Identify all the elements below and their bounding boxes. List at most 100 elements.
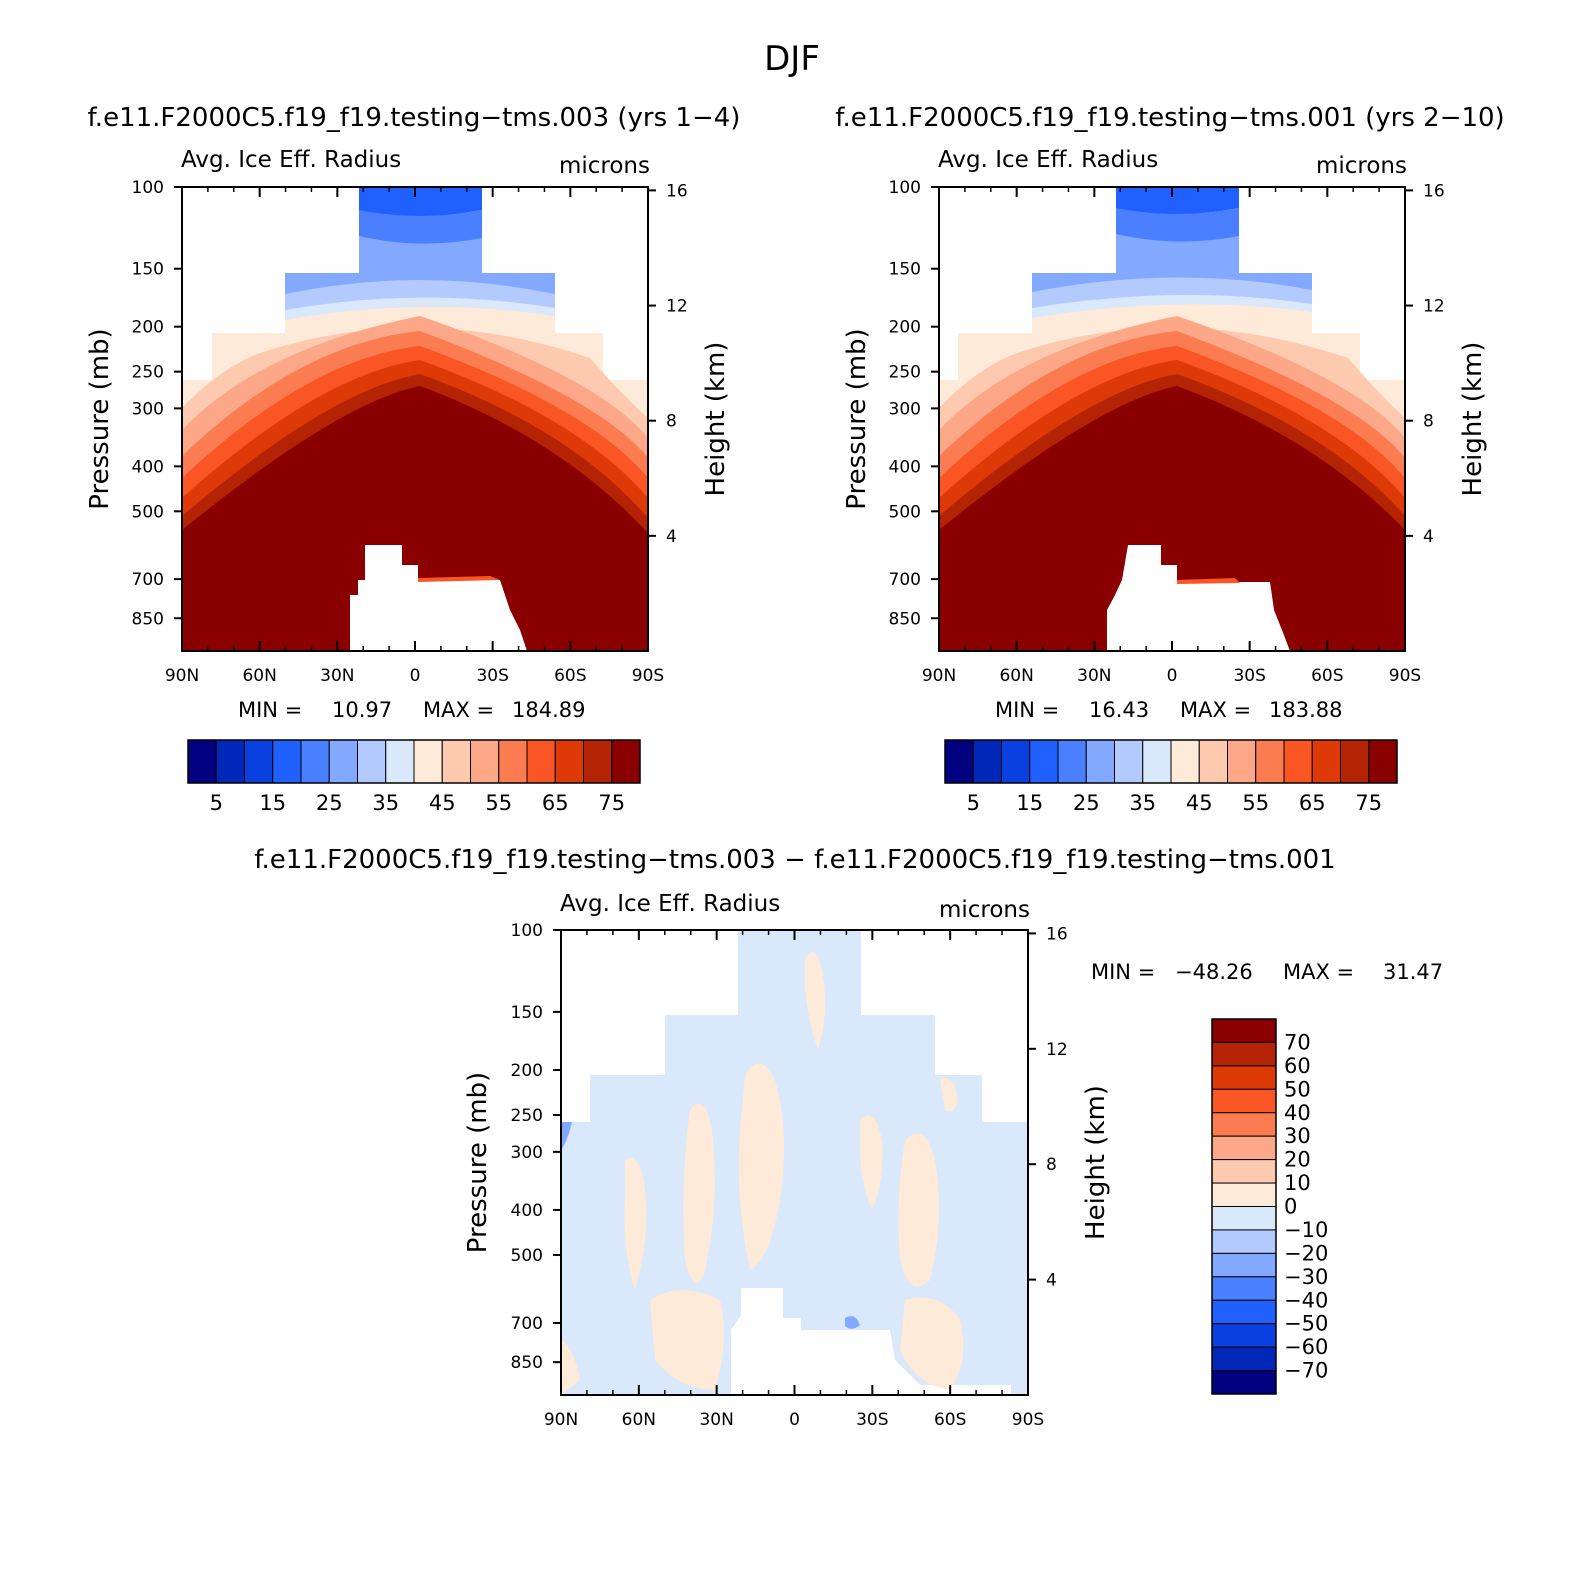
panel-1-colorbar-label: 55 (485, 791, 512, 815)
panel-2-xtick-label: 60N (999, 666, 1033, 686)
panel-3-colorbar-box (1211, 1252, 1277, 1278)
panel-1-xtick-label: 60N (242, 666, 276, 686)
panel-1-colorbar-box (554, 739, 584, 784)
panel-3-colorbar-box (1211, 1041, 1277, 1067)
panel-2-max-value: 183.88 (1269, 698, 1342, 722)
panel-1-colorbar-box (272, 739, 302, 784)
panel-1-y2label: Height (km) (701, 342, 731, 497)
panel-2-xtick-label: 30N (1077, 666, 1111, 686)
panel-3-colorbar-label: −50 (1284, 1312, 1328, 1336)
panel-3-ytick-label: 700 (511, 1314, 543, 1334)
panel-1-colorbar-box (583, 739, 613, 784)
panel-3-colorbar-box (1211, 1323, 1277, 1348)
panel-1-colorbar-box (526, 739, 556, 784)
panel-2-y2tick-label: 12 (1423, 297, 1445, 317)
panel-2-cloud-level-5 (1032, 294, 1312, 320)
panel-2-ytick-label: 100 (889, 178, 921, 198)
panel-1-cloud-level-13 (182, 386, 648, 651)
panel-3-y2tick-label: 4 (1046, 1271, 1057, 1291)
panel-1-cloud-level-3 (285, 236, 555, 296)
panel-3-positive-region-9 (940, 1077, 958, 1112)
panel-3-colorbar-box (1211, 1112, 1277, 1137)
panel-1-colorbar-label: 45 (429, 791, 456, 815)
panel-3-colorbar-box (1211, 1346, 1277, 1372)
panel-3-colorbar-label: −10 (1284, 1218, 1328, 1242)
panel-3-y2label: Height (km) (1081, 1085, 1111, 1240)
panel-2-missing-mask (1107, 545, 1290, 651)
panel-1-xtick-label: 30N (320, 666, 354, 686)
panel-2-cloud-level-12 (939, 374, 1405, 532)
panel-2-cloud-level-8 (939, 316, 1405, 460)
panel-2-ytick-label: 400 (889, 457, 921, 477)
panel-1-ytick-label: 850 (132, 609, 164, 629)
panel-1-colorbar-label: 35 (372, 791, 399, 815)
panel-3-positive-region-8 (900, 1297, 964, 1390)
panel-3-colorbar-label: 0 (1284, 1195, 1297, 1219)
panel-2-xtick-label: 30S (1233, 666, 1265, 686)
panel-2-colorbar-box (1029, 739, 1059, 784)
panel-3-colorbar-box (1211, 1276, 1277, 1301)
panel-1-ytick-label: 500 (132, 502, 164, 522)
panel-2-ytick-label: 200 (889, 318, 921, 338)
panel-2-ytick-label: 250 (889, 363, 921, 383)
panel-1-y2tick-label: 8 (666, 412, 677, 432)
panel-1-cloud-level-9 (182, 331, 648, 480)
panel-3-y2tick-label: 8 (1046, 1155, 1057, 1175)
panel-1-xtick-label: 30S (476, 666, 508, 686)
panel-3-positive-region-2 (805, 952, 826, 1050)
panel-3-colorbar-box (1211, 1206, 1277, 1231)
panel-3-y2tick-label: 16 (1046, 924, 1068, 944)
panel-3-colorbar-box (1211, 1018, 1277, 1043)
panel-1-right-label: microns (559, 153, 650, 179)
panel-3-colorbar-box (1211, 1135, 1277, 1161)
panel-2-colorbar-label: 45 (1186, 791, 1213, 815)
panel-2-cloud-level-3 (1032, 234, 1312, 294)
panel-1-colorbar-box (611, 739, 641, 784)
panel-1-y2tick-label: 4 (666, 527, 677, 547)
panel-1-colorbar-label: 75 (598, 791, 625, 815)
panel-3-min-value: −48.26 (1175, 960, 1253, 984)
panel-2-cloud-level-7 (939, 318, 1405, 440)
panel-2-colorbar-box (1227, 739, 1257, 784)
panel-1-colorbar-box (413, 739, 443, 784)
panel-3-positive-region-6 (860, 1115, 883, 1210)
panel-1-xtick-label: 0 (410, 666, 421, 686)
panel-1-left-label: Avg. Ice Eff. Radius (181, 147, 401, 173)
panel-3-colorbar-label: 40 (1284, 1101, 1311, 1125)
panel-2-axes: 100 150 200 250 300 400 500 700 850 16 12 8 4 90N 60N 3… (842, 178, 1488, 686)
panel-2-xtick-label: 90N (922, 666, 956, 686)
panel-3-colorbar-label: 70 (1284, 1030, 1311, 1054)
panel-1-ytick-label: 700 (132, 570, 164, 590)
panel-2-y2tick-label: 8 (1423, 412, 1434, 432)
panel-3: Avg. Ice Eff. Radius microns 10015020025… (463, 891, 1443, 1430)
panel-1-ytick-label: 400 (132, 457, 164, 477)
panel-2-min-label: MIN = (995, 698, 1059, 722)
panel-3-xtick-label: 60S (934, 1410, 966, 1430)
panel-1-field (182, 187, 648, 651)
panel-1-cloud-level-2 (359, 210, 482, 245)
panel-2-colorbar-label: 25 (1073, 791, 1100, 815)
panel-3-max-label: MAX = (1283, 960, 1354, 984)
panel-2-colorbar-box (1142, 739, 1172, 784)
panel-3-colorbar-box (1211, 1065, 1277, 1090)
panel-2-colorbar-box (1368, 739, 1398, 784)
panel-2-colorbar-box (1114, 739, 1144, 784)
panel-3-positive-region-3 (683, 1103, 715, 1283)
panel-1-ytick-label: 300 (132, 399, 164, 419)
panel-2-colorbar-box (1001, 739, 1031, 784)
panel-3-ytick-label: 500 (511, 1246, 543, 1266)
panel-3-colorbar-box (1211, 1088, 1277, 1114)
panel-1-colorbar-box (470, 739, 500, 784)
panel-2-colorbar-box (1255, 739, 1285, 784)
panel-1-ytick-label: 100 (132, 178, 164, 198)
panel-3-colorbar-box (1211, 1182, 1277, 1207)
panel-1-min-value: 10.97 (332, 698, 392, 722)
panel-3-axes: 100 150 200 250 300 400 500 700 850 16 12 8 4 90N 60N 3… (463, 921, 1111, 1430)
panel-1-ytick-label: 150 (132, 260, 164, 280)
panel-1-colorbar-label: 25 (316, 791, 343, 815)
diff-panel-title: f.e11.F2000C5.f19_f19.testing−tms.003 − … (254, 845, 1335, 875)
panel-1-colorbar-box (328, 739, 358, 784)
panel-2: f.e11.F2000C5.f19_f19.testing−tms.001 (y… (835, 103, 1504, 815)
panel-1-xtick-label: 90N (165, 666, 199, 686)
